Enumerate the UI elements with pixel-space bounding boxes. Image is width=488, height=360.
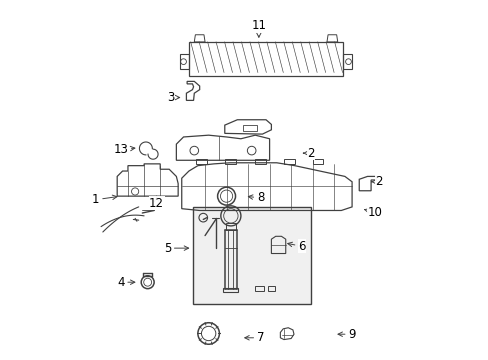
Text: 9: 9 — [337, 328, 355, 341]
Bar — [192, 207, 310, 304]
Text: 10: 10 — [364, 206, 382, 219]
Bar — [267, 286, 274, 291]
Text: 1: 1 — [92, 193, 117, 206]
Bar — [223, 288, 238, 292]
Text: 4: 4 — [117, 276, 135, 289]
Bar — [255, 286, 264, 291]
Text: 2: 2 — [371, 175, 382, 188]
Text: 11: 11 — [251, 19, 266, 37]
Bar — [188, 42, 343, 76]
Text: 7: 7 — [244, 331, 264, 344]
Text: 3: 3 — [167, 91, 179, 104]
Text: 2: 2 — [303, 147, 314, 159]
Bar — [242, 125, 257, 131]
Text: 8: 8 — [248, 192, 264, 204]
Text: 6: 6 — [287, 240, 305, 253]
Text: 12: 12 — [149, 196, 164, 210]
Text: 5: 5 — [163, 242, 188, 255]
Text: 13: 13 — [113, 143, 135, 156]
